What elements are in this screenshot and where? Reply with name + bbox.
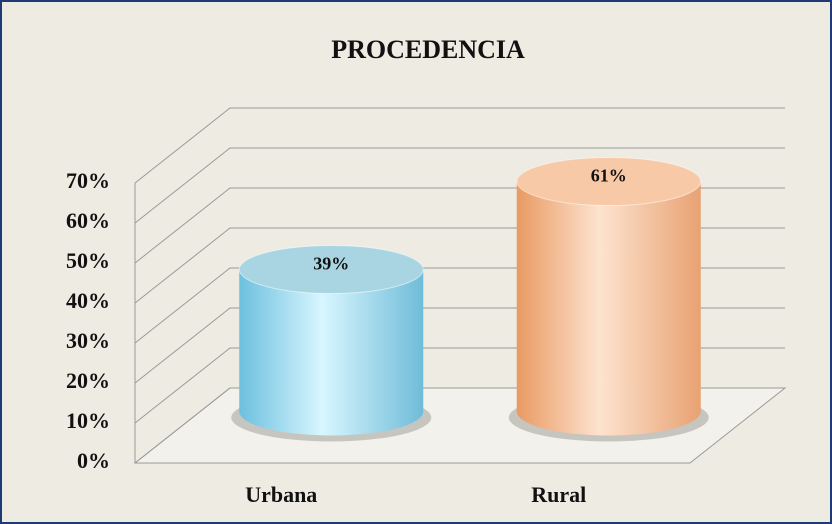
cylinder xyxy=(516,157,701,436)
grid-line xyxy=(134,147,785,224)
y-tick-label: 30% xyxy=(66,328,110,353)
cylinder-top xyxy=(516,157,702,206)
y-tick-label: 20% xyxy=(66,368,110,393)
value-label: 39% xyxy=(313,254,349,274)
y-tick-label: 70% xyxy=(66,168,110,193)
y-tick-label: 10% xyxy=(66,408,110,433)
chart-title: PROCEDENCIA xyxy=(331,35,525,64)
y-tick-label: 50% xyxy=(66,248,110,273)
grid-line xyxy=(134,107,785,184)
y-tick-label: 0% xyxy=(77,448,110,473)
x-tick-label: Rural xyxy=(531,482,586,507)
y-tick-label: 40% xyxy=(66,288,110,313)
x-tick-label: Urbana xyxy=(245,482,317,507)
cylinder-top xyxy=(238,245,424,294)
cylinder xyxy=(239,245,424,436)
value-label: 61% xyxy=(591,166,627,186)
y-tick-label: 60% xyxy=(66,208,110,233)
